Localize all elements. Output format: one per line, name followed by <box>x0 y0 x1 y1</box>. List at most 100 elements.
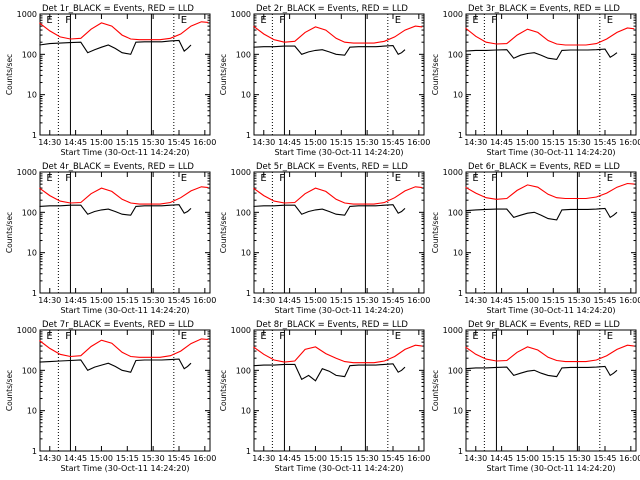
x-tick-label: 15:45 <box>593 454 616 463</box>
plot-frame <box>253 329 425 452</box>
x-tick-label: 16:00 <box>407 296 430 305</box>
y-tick-label: 10 <box>27 91 37 100</box>
y-axis-label: Counts/sec <box>5 212 14 253</box>
y-tick-label: 100 <box>236 50 251 59</box>
y-axis-label: Counts/sec <box>219 370 228 411</box>
x-tick-label: 14:45 <box>278 138 301 147</box>
panel-title: Det 3r_BLACK = Events, RED = LLD <box>468 4 620 14</box>
x-tick-label: 16:00 <box>193 138 216 147</box>
y-tick-label: 100 <box>236 208 251 217</box>
marker-letter: F <box>491 331 497 342</box>
y-tick-label: 1000 <box>443 326 463 335</box>
x-tick-label: 14:30 <box>38 296 61 305</box>
x-axis-label: Start Time (30-Oct-11 14:24:20) <box>486 148 615 157</box>
x-tick-label: 15:15 <box>330 454 353 463</box>
x-tick-label: 14:45 <box>64 454 87 463</box>
x-axis-label: Start Time (30-Oct-11 14:24:20) <box>60 464 189 473</box>
y-tick-label: 1000 <box>443 10 463 19</box>
x-tick-label: 14:30 <box>252 296 275 305</box>
y-tick-label: 100 <box>236 366 251 375</box>
y-tick-label: 1 <box>458 447 463 456</box>
lld-series-line <box>39 338 209 358</box>
y-tick-label: 1 <box>32 447 37 456</box>
x-tick-label: 15:15 <box>330 296 353 305</box>
x-tick-label: 15:30 <box>568 296 591 305</box>
x-tick-label: 16:00 <box>619 138 640 147</box>
y-tick-label: 1000 <box>443 168 463 177</box>
y-tick-label: 10 <box>453 91 463 100</box>
marker-letter: E <box>46 173 52 184</box>
x-tick-label: 14:30 <box>252 138 275 147</box>
y-tick-label: 100 <box>22 208 37 217</box>
y-axis-label: Counts/sec <box>219 212 228 253</box>
panel-title: Det 5r_BLACK = Events, RED = LLD <box>256 162 408 172</box>
marker-letter: F <box>279 15 285 26</box>
x-tick-label: 15:30 <box>568 138 591 147</box>
x-tick-label: 15:30 <box>356 138 379 147</box>
x-tick-label: 15:00 <box>90 454 113 463</box>
y-tick-label: 1000 <box>17 326 37 335</box>
y-tick-label: 1 <box>32 131 37 140</box>
y-tick-label: 100 <box>22 366 37 375</box>
x-tick-label: 16:00 <box>407 138 430 147</box>
x-tick-label: 14:30 <box>464 296 487 305</box>
marker-letter: F <box>65 15 71 26</box>
y-tick-label: 1 <box>458 289 463 298</box>
events-series-line <box>253 204 406 216</box>
x-tick-label: 15:15 <box>116 138 139 147</box>
x-tick-label: 15:30 <box>568 454 591 463</box>
panel-title: Det 7r_BLACK = Events, RED = LLD <box>42 320 194 330</box>
y-tick-label: 1000 <box>17 168 37 177</box>
marker-letter: F <box>279 331 285 342</box>
plot-frame <box>39 171 211 294</box>
x-axis-label: Start Time (30-Oct-11 14:24:20) <box>274 464 403 473</box>
plot-frame <box>465 329 637 452</box>
x-tick-label: 15:45 <box>167 138 190 147</box>
x-tick-label: 15:45 <box>593 138 616 147</box>
y-tick-label: 10 <box>453 249 463 258</box>
marker-letter: E <box>181 331 187 342</box>
events-series-line <box>39 39 192 55</box>
y-axis-label: Counts/sec <box>5 54 14 95</box>
x-tick-label: 14:45 <box>490 296 513 305</box>
y-tick-label: 1 <box>458 131 463 140</box>
x-tick-label: 14:30 <box>252 454 275 463</box>
y-tick-label: 1000 <box>231 168 251 177</box>
x-tick-label: 16:00 <box>193 296 216 305</box>
x-tick-label: 14:45 <box>278 296 301 305</box>
x-tick-label: 15:45 <box>381 454 404 463</box>
marker-letter: E <box>607 173 613 184</box>
x-tick-label: 14:45 <box>278 454 301 463</box>
x-tick-label: 15:00 <box>304 138 327 147</box>
lld-series-line <box>253 344 423 364</box>
x-tick-label: 15:15 <box>116 296 139 305</box>
panel-title: Det 2r_BLACK = Events, RED = LLD <box>256 4 408 14</box>
x-tick-label: 15:45 <box>593 296 616 305</box>
events-series-line <box>39 358 192 373</box>
x-tick-label: 15:30 <box>356 454 379 463</box>
marker-letter: F <box>279 173 285 184</box>
lld-series-line <box>465 344 635 363</box>
y-tick-label: 1 <box>246 131 251 140</box>
y-tick-label: 10 <box>241 249 251 258</box>
y-tick-label: 10 <box>453 407 463 416</box>
marker-letter: F <box>491 173 497 184</box>
x-axis-label: Start Time (30-Oct-11 14:24:20) <box>274 148 403 157</box>
x-tick-label: 15:00 <box>516 138 539 147</box>
x-tick-label: 15:45 <box>381 296 404 305</box>
x-tick-label: 14:30 <box>464 454 487 463</box>
events-series-line <box>465 365 618 378</box>
marker-letter: E <box>607 331 613 342</box>
marker-letter: E <box>260 15 266 26</box>
x-tick-label: 14:30 <box>464 138 487 147</box>
panel-title: Det 6r_BLACK = Events, RED = LLD <box>468 162 620 172</box>
y-tick-label: 10 <box>27 407 37 416</box>
events-series-line <box>465 207 618 221</box>
